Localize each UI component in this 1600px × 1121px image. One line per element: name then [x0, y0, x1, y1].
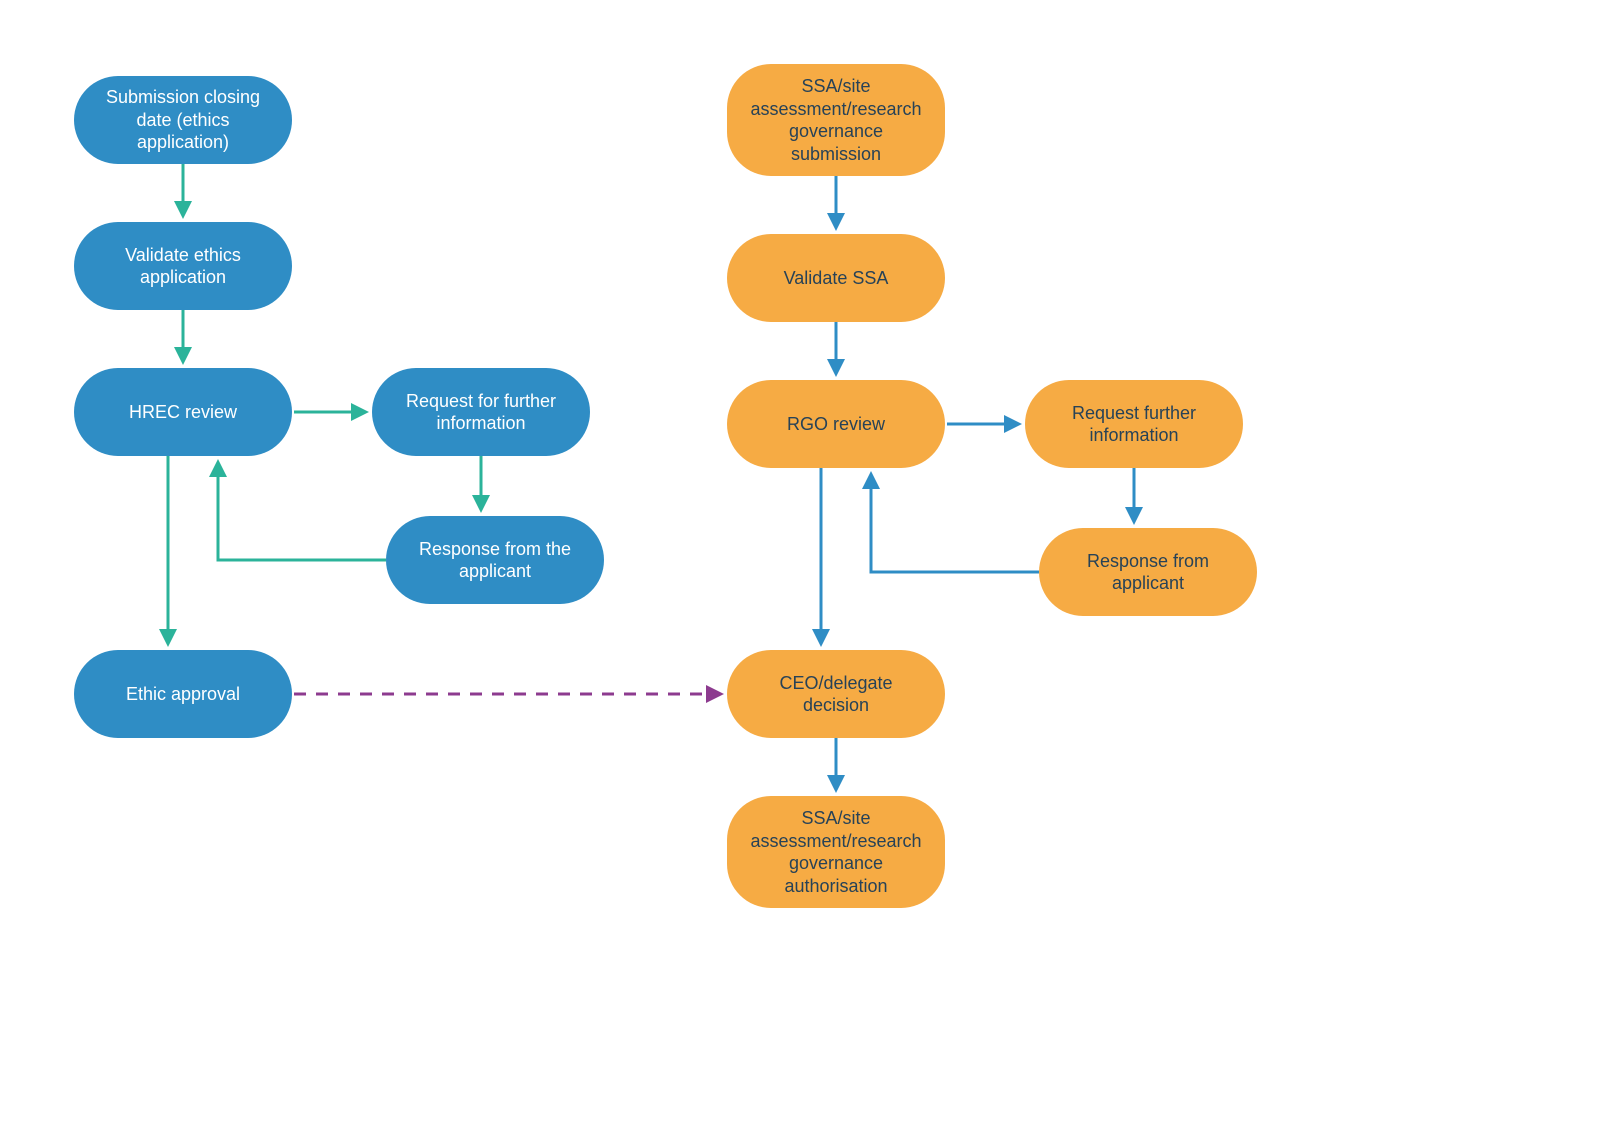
- flow-node-label: Response from the applicant: [406, 538, 584, 583]
- flow-node-n12: CEO/delegate decision: [727, 650, 945, 738]
- flow-node-label: Request for further information: [392, 390, 570, 435]
- flow-node-label: Request further information: [1045, 402, 1223, 447]
- flow-node-label: Response from applicant: [1059, 550, 1237, 595]
- flow-node-n7: SSA/site assessment/research governance …: [727, 64, 945, 176]
- flow-node-label: Ethic approval: [126, 683, 240, 706]
- flow-node-label: CEO/delegate decision: [747, 672, 925, 717]
- flow-node-n11: Response from applicant: [1039, 528, 1257, 616]
- flow-node-label: Validate SSA: [784, 267, 889, 290]
- flow-node-label: RGO review: [787, 413, 885, 436]
- flow-node-label: SSA/site assessment/research governance …: [747, 75, 925, 165]
- flow-node-n4: Request for further information: [372, 368, 590, 456]
- flow-node-n10: Request further information: [1025, 380, 1243, 468]
- flow-node-n9: RGO review: [727, 380, 945, 468]
- flow-node-n5: Response from the applicant: [386, 516, 604, 604]
- flow-edge-e5: [218, 462, 386, 560]
- flow-node-n1: Submission closing date (ethics applicat…: [74, 76, 292, 164]
- flow-edge-e12: [871, 474, 1039, 572]
- flow-node-label: SSA/site assessment/research governance …: [747, 807, 925, 897]
- flow-node-label: Submission closing date (ethics applicat…: [94, 86, 272, 154]
- flow-node-label: Validate ethics application: [94, 244, 272, 289]
- flowchart-canvas: { "flowchart": { "type": "flowchart", "c…: [0, 0, 1600, 1121]
- flow-node-n2: Validate ethics application: [74, 222, 292, 310]
- flow-node-label: HREC review: [129, 401, 237, 424]
- flow-node-n6: Ethic approval: [74, 650, 292, 738]
- flow-node-n8: Validate SSA: [727, 234, 945, 322]
- flow-node-n3: HREC review: [74, 368, 292, 456]
- flow-node-n13: SSA/site assessment/research governance …: [727, 796, 945, 908]
